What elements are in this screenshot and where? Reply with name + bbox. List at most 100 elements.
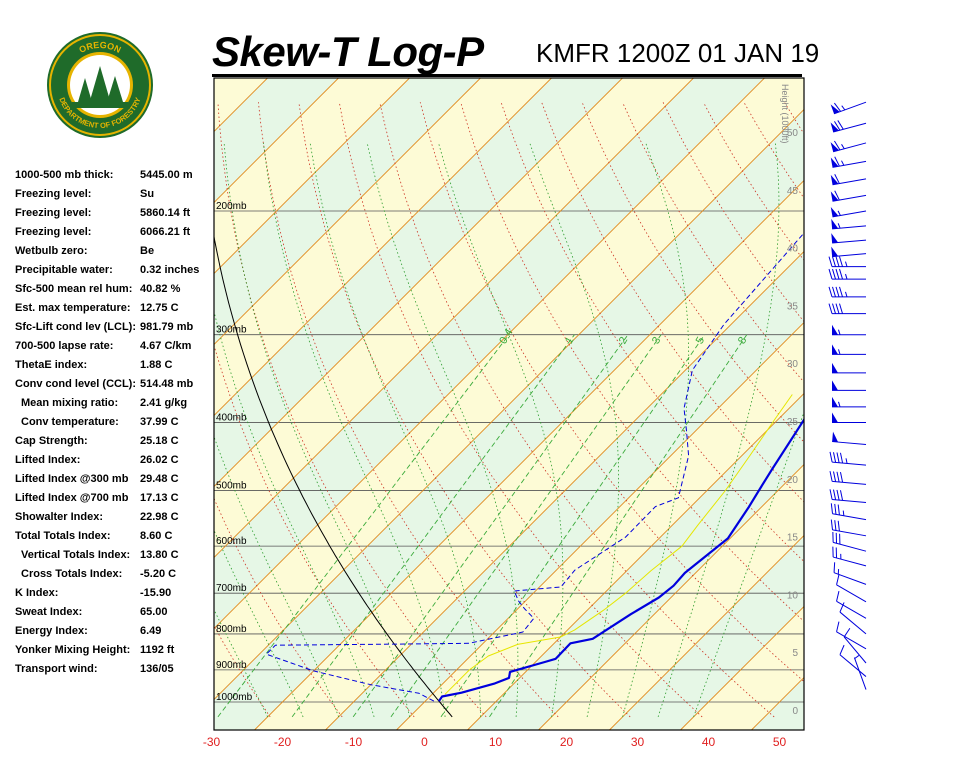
wind-barb-flag	[835, 268, 840, 280]
wind-barb	[830, 519, 867, 537]
temperature-tick-label: 40	[702, 735, 716, 749]
index-label: Cross Totals Index:	[21, 568, 123, 580]
index-row: Cap Strength: 25.18 C	[15, 433, 215, 452]
wind-barb-flag	[839, 303, 843, 314]
dry-adiabat-line	[581, 102, 804, 443]
isotherm-line	[214, 78, 765, 630]
temperature-bands	[214, 78, 804, 730]
wind-barb-flag	[833, 471, 837, 482]
index-row: Sfc-500 mean rel hum: 40.82 %	[15, 281, 215, 300]
dry-adiabat-line	[6, 102, 126, 717]
index-row: Freezing level: 5860.14 ft	[15, 205, 215, 224]
wind-barb-flag	[839, 452, 844, 464]
wind-barb-flag	[835, 256, 840, 267]
dry-adiabat-line	[460, 102, 804, 622]
wind-barb	[853, 655, 867, 690]
isotherm-line	[396, 321, 804, 730]
height-tick-label: 20	[787, 475, 799, 486]
pressure-tick-label: 700mb	[216, 583, 247, 594]
wind-barb-flag	[836, 452, 840, 463]
dry-adiabat-line	[338, 102, 703, 718]
wind-barb-staff	[833, 556, 867, 567]
mixing-ratio-line	[217, 334, 510, 718]
dry-adiabat-line	[825, 102, 960, 717]
index-row: Total Totals Index: 8.60 C	[15, 528, 215, 547]
isotherm-line	[609, 534, 804, 730]
wind-barb	[832, 324, 866, 336]
index-value: 6066.21 ft	[140, 226, 191, 238]
logo-gold-rim	[49, 34, 151, 136]
index-value: 65.00	[140, 606, 168, 618]
wind-barb	[830, 156, 867, 168]
index-label: Mean mixing ratio:	[21, 397, 119, 409]
wind-barb	[830, 140, 867, 153]
index-value: 1192 ft	[140, 644, 175, 656]
dry-adiabat-line	[906, 102, 960, 717]
temperature-band	[214, 109, 804, 730]
plot-frame	[213, 77, 805, 731]
title-underline	[212, 74, 802, 77]
index-label: Est. max temperature:	[15, 302, 131, 314]
dry-adiabat-line	[258, 102, 559, 718]
wind-barb-flag	[835, 303, 840, 314]
pressure-tick-label: 300mb	[216, 325, 247, 336]
wind-barb	[839, 602, 867, 635]
wind-barb	[828, 303, 866, 315]
wind-barb-flag	[828, 303, 833, 314]
wind-barb	[832, 362, 866, 374]
wind-barb-staff	[853, 657, 867, 690]
index-label: K Index:	[15, 587, 59, 599]
index-label: Lifted Index @300 mb	[15, 473, 129, 485]
height-tick-label: 45	[787, 186, 799, 197]
wind-barb-pennant	[830, 122, 839, 133]
wind-barb-staff	[839, 611, 867, 635]
index-row: Precipitable water: 0.32 inches	[15, 262, 215, 281]
pressure-tick-label: 200mb	[216, 201, 247, 212]
wind-barb	[832, 344, 866, 355]
wind-barb-pennant	[830, 104, 840, 114]
wind-barb	[828, 268, 866, 280]
wind-barb-flag	[829, 471, 833, 482]
index-row: Vertical Totals Index: 13.80 C	[15, 547, 215, 566]
wind-barb-staff	[839, 654, 867, 677]
isotherm-line	[325, 250, 804, 730]
index-value: 1.88 C	[140, 359, 173, 371]
wind-barb-flag	[839, 602, 845, 613]
isotherm-line	[214, 78, 694, 559]
wind-barb-half-flag	[842, 510, 845, 516]
wind-barb-half-flag	[837, 223, 841, 229]
wind-barb-half-flag	[845, 261, 848, 267]
index-value: 25.18 C	[140, 435, 179, 447]
temperature-tick-label: 10	[489, 735, 503, 749]
isotherm-line	[538, 463, 804, 730]
wind-barb-flag	[837, 120, 844, 130]
wind-barb-flag	[839, 644, 845, 655]
wind-barb-pennant	[831, 246, 839, 257]
index-value: 17.13 C	[140, 492, 179, 504]
pressure-tick-label: 600mb	[216, 536, 247, 547]
wind-barb-flag	[832, 256, 836, 267]
dry-adiabat-line	[865, 102, 960, 717]
wind-barb-pennant	[830, 174, 839, 185]
wind-barb	[830, 190, 867, 202]
wind-barb	[831, 218, 867, 230]
height-tick-label: 10	[787, 590, 799, 601]
wind-barb-flag	[839, 256, 843, 267]
index-row: Mean mixing ratio: 2.41 g/kg	[15, 395, 215, 414]
logo-ground	[72, 102, 128, 108]
index-value: 981.79 mb	[140, 321, 194, 333]
wind-barb-flag	[832, 268, 836, 280]
wind-barb	[832, 396, 866, 408]
index-value: 8.60 C	[140, 530, 173, 542]
wind-barb-flag	[836, 621, 840, 632]
wind-barb-flag	[836, 591, 840, 602]
wind-barb	[832, 531, 867, 552]
index-value: 5860.14 ft	[140, 207, 191, 219]
temperature-tick-label: -20	[274, 735, 292, 749]
wind-barb-flag	[834, 520, 837, 531]
mixing-ratio-label: 3	[650, 335, 663, 346]
wind-barb-half-flag	[845, 291, 848, 297]
wind-barb-pennant	[830, 142, 839, 152]
stability-indices-panel: 1000-500 mb thick: 5445.00 m Freezing leve…	[15, 167, 215, 680]
index-value: 4.67 C/km	[140, 340, 192, 352]
